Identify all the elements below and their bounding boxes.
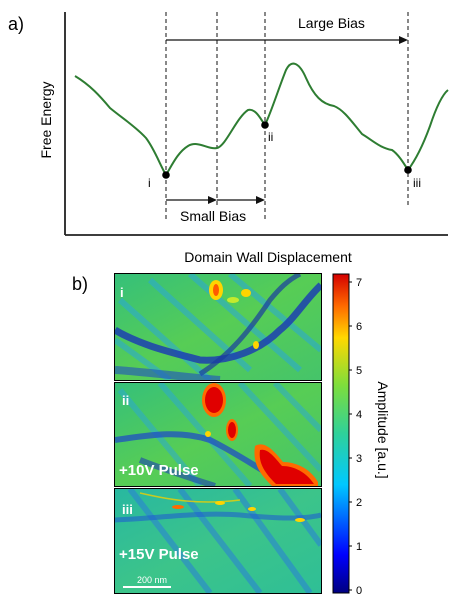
map-iii-pulse-label: +15V Pulse	[119, 546, 199, 563]
small-bias-arrows	[166, 196, 265, 204]
colorbar-tick-label: 4	[356, 409, 362, 421]
x-axis-label: Domain Wall Displacement	[184, 249, 352, 265]
large-bias-arrow	[166, 36, 408, 44]
colorbar	[332, 273, 350, 594]
colorbar-tick-label: 3	[356, 453, 362, 465]
energy-axes	[64, 12, 448, 236]
colorbar-tick-label: 2	[356, 497, 362, 509]
state-i-marker	[162, 171, 170, 179]
state-iii-label: iii	[413, 176, 421, 190]
map-ii-tag: ii	[122, 393, 129, 408]
state-ii-marker	[261, 121, 269, 129]
colorbar-ticks: 7 6 5 4 3 2 1 0	[349, 277, 362, 597]
colorbar-tick-label: 5	[356, 365, 362, 377]
amplitude-map-ii	[114, 382, 322, 487]
free-energy-curve	[74, 62, 449, 177]
colorbar-tick-label: 6	[356, 321, 362, 333]
state-ii-label: ii	[268, 130, 273, 144]
panel-a-label: a)	[8, 14, 24, 34]
small-bias-label: Small Bias	[180, 208, 246, 224]
colorbar-tick-label: 1	[356, 541, 362, 553]
dashed-guides	[165, 12, 409, 222]
amplitude-map-iii	[114, 488, 322, 594]
colorbar-tick-label: 0	[356, 585, 362, 597]
state-i-label: i	[148, 176, 151, 190]
large-bias-label: Large Bias	[298, 15, 365, 31]
colorbar-tick-label: 7	[356, 277, 362, 289]
scale-bar-label: 200 nm	[137, 575, 167, 585]
map-i-tag: i	[120, 285, 124, 300]
panel-b-label: b)	[72, 274, 88, 294]
map-iii-tag: iii	[122, 502, 133, 517]
y-axis-label: Free Energy	[38, 81, 54, 158]
colorbar-label: Amplitude [a.u.]	[375, 381, 391, 478]
amplitude-map-i	[114, 273, 322, 381]
state-iii-marker	[404, 166, 412, 174]
map-ii-pulse-label: +10V Pulse	[119, 462, 199, 479]
